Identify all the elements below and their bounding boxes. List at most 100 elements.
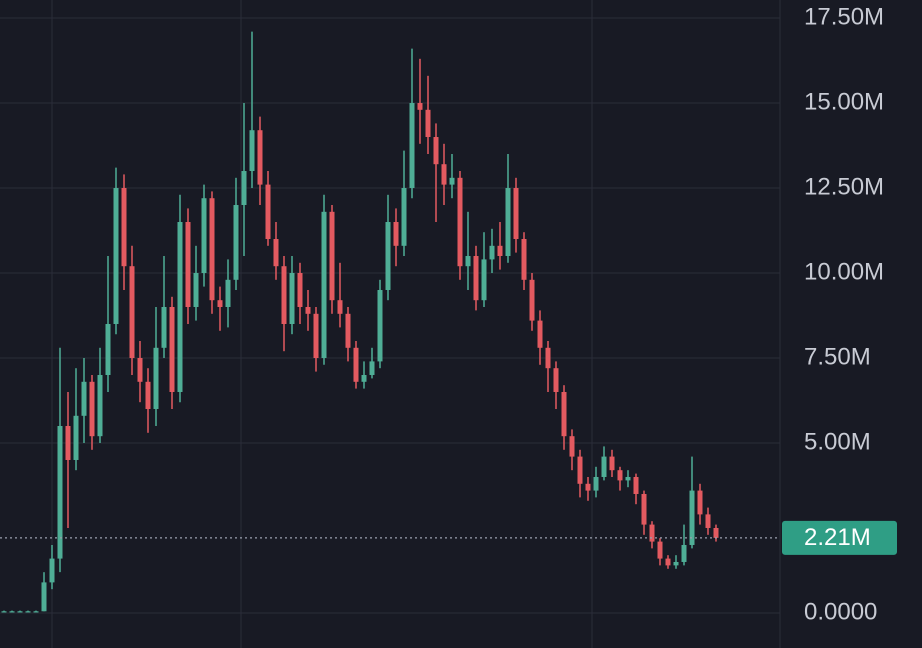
candle-body <box>521 239 527 280</box>
candle-body <box>649 524 655 542</box>
candle-body <box>305 307 311 314</box>
candle-body <box>9 611 15 613</box>
y-tick-label: 0.0000 <box>804 598 877 625</box>
candle-body <box>73 415 79 460</box>
candle-body <box>185 222 191 308</box>
candle-body <box>177 222 183 392</box>
y-tick-label: 7.50M <box>804 343 871 370</box>
y-tick-label: 17.50M <box>804 3 884 30</box>
candle-body <box>481 259 487 301</box>
candle-body <box>505 188 511 257</box>
candle-body <box>25 611 31 613</box>
candle-body <box>1 611 7 613</box>
candle-body <box>641 493 647 525</box>
candle-body <box>585 483 591 491</box>
candle-body <box>625 476 631 481</box>
candle-body <box>697 490 703 515</box>
candle-body <box>129 266 135 358</box>
candle-body <box>153 347 159 409</box>
candle-body <box>345 313 351 348</box>
candle-body <box>705 514 711 528</box>
last-price-label: 2.21M <box>804 524 871 551</box>
candle-body <box>601 456 607 477</box>
candle-body <box>361 374 367 382</box>
candle-body <box>417 103 423 110</box>
candle-body <box>313 313 319 358</box>
candle-body <box>377 290 383 362</box>
y-tick-label: 12.50M <box>804 173 884 200</box>
candle-body <box>113 188 119 324</box>
candle-body <box>393 222 399 246</box>
candle-body <box>425 109 431 138</box>
candle-body <box>473 256 479 301</box>
candle-body <box>545 347 551 369</box>
candle-body <box>41 582 47 612</box>
candle-body <box>665 558 671 566</box>
candle-body <box>537 320 543 348</box>
candle-body <box>353 347 359 382</box>
candle-body <box>529 279 535 321</box>
candle-body <box>65 425 71 460</box>
candle-body <box>49 558 55 583</box>
candle-body <box>193 273 199 308</box>
candle-body <box>457 177 463 267</box>
candle-body <box>121 188 127 267</box>
candle-body <box>209 198 215 301</box>
candle-body <box>329 211 335 301</box>
candle-body <box>97 374 103 437</box>
candle-body <box>233 205 239 280</box>
candle-body <box>465 256 471 267</box>
candle-body <box>433 137 439 165</box>
candle-body <box>241 171 247 206</box>
candle-body <box>33 611 39 613</box>
candle-body <box>449 177 455 185</box>
candle-body <box>401 188 407 246</box>
candle-body <box>297 273 303 308</box>
candle-body <box>657 541 663 559</box>
candle-body <box>513 188 519 240</box>
y-tick-label: 5.00M <box>804 428 871 455</box>
candle-body <box>217 300 223 308</box>
candle-body <box>17 611 23 613</box>
candle-body <box>137 357 143 382</box>
candle-body <box>369 361 375 375</box>
candle-body <box>161 307 167 348</box>
candle-body <box>385 222 391 291</box>
candle-body <box>321 211 327 358</box>
last-price-tag <box>782 520 897 555</box>
y-tick-label: 10.00M <box>804 258 884 285</box>
candle-body <box>257 130 263 185</box>
candle-body <box>441 164 447 185</box>
candle-body <box>81 381 87 416</box>
candle-body <box>89 381 95 437</box>
candle-body <box>265 184 271 240</box>
candle-body <box>497 245 503 257</box>
candle-body <box>249 130 255 172</box>
candle-body <box>577 456 583 484</box>
candle-body <box>281 266 287 324</box>
y-tick-label: 15.00M <box>804 88 884 115</box>
candle-body <box>593 476 599 491</box>
candle-body <box>713 527 719 538</box>
candle-body <box>689 490 695 545</box>
candle-body <box>225 279 231 308</box>
candle-body <box>145 381 151 409</box>
candle-body <box>57 425 63 559</box>
candle-body <box>289 273 295 324</box>
candle-body <box>617 470 623 481</box>
candle-body <box>201 198 207 274</box>
candle-body <box>105 324 111 375</box>
candle-body <box>409 103 415 189</box>
candle-body <box>681 544 687 562</box>
candle-body <box>609 456 615 471</box>
candle-body <box>337 300 343 314</box>
candle-body <box>673 561 679 566</box>
candle-body <box>489 245 495 260</box>
candle-body <box>553 368 559 392</box>
candle-body <box>569 436 575 457</box>
candle-body <box>273 239 279 267</box>
candle-body <box>169 307 175 392</box>
candle-body <box>633 476 639 494</box>
